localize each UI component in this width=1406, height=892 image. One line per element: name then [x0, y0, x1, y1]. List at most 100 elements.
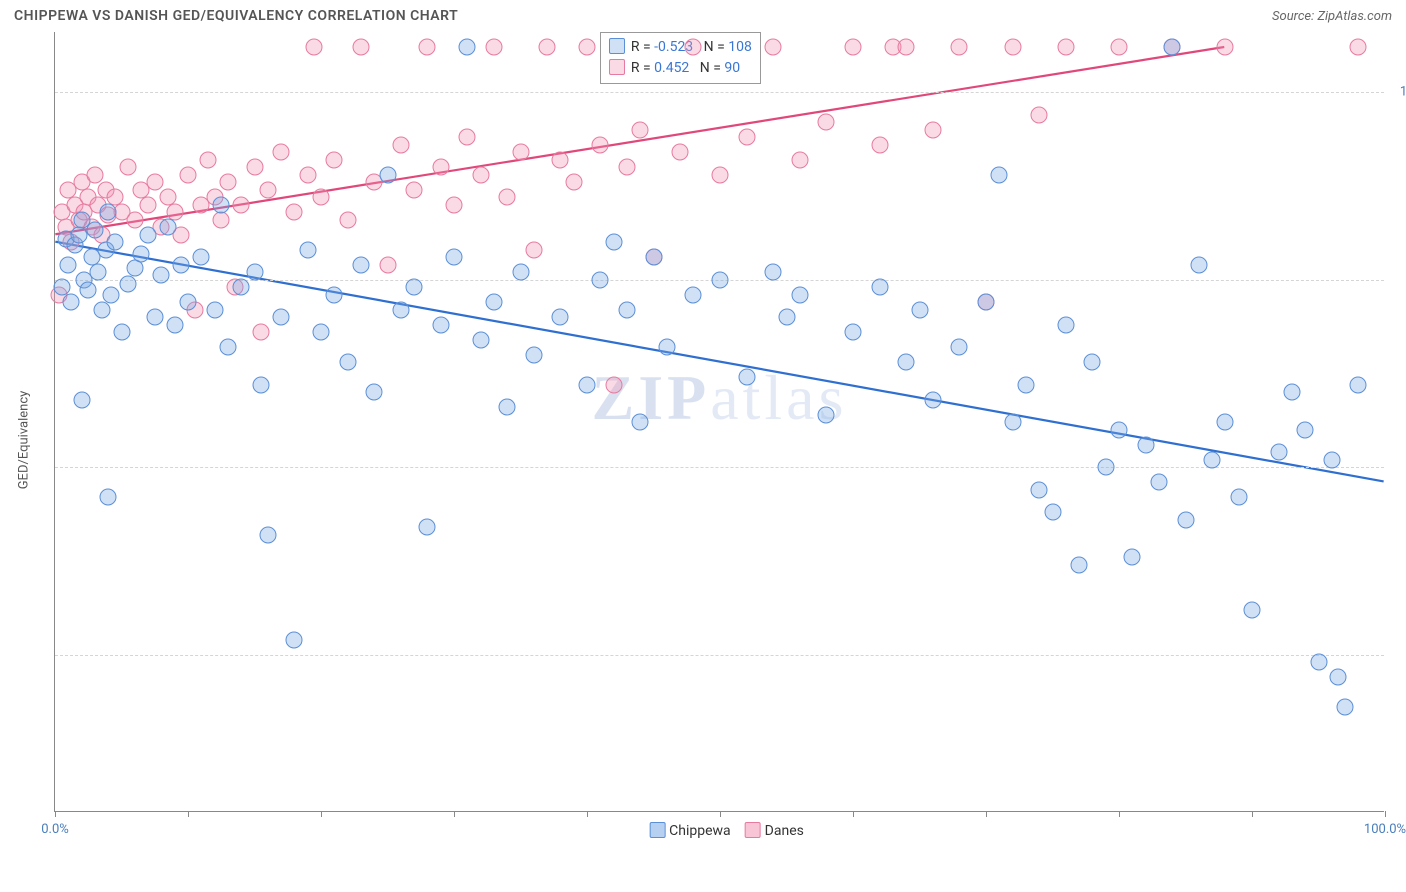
data-point: [299, 166, 316, 183]
data-point: [712, 166, 729, 183]
data-point: [406, 181, 423, 198]
data-point: [485, 39, 502, 56]
data-point: [406, 279, 423, 296]
data-point: [592, 271, 609, 288]
data-point: [712, 271, 729, 288]
data-point: [579, 376, 596, 393]
data-point: [512, 144, 529, 161]
data-point: [180, 294, 197, 311]
data-point: [219, 339, 236, 356]
gridline: [55, 655, 1384, 656]
legend: ChippewaDanes: [635, 822, 804, 839]
data-point: [1217, 414, 1234, 431]
data-point: [306, 39, 323, 56]
plot-area: ZIPatlas R = -0.523 N = 108R = 0.452 N =…: [54, 32, 1384, 812]
data-point: [1017, 376, 1034, 393]
data-point: [924, 121, 941, 138]
data-point: [153, 267, 170, 284]
data-point: [113, 324, 130, 341]
data-point: [845, 39, 862, 56]
stat-r-label: R =: [631, 60, 654, 76]
data-point: [845, 324, 862, 341]
data-point: [951, 339, 968, 356]
legend-label: Chippewa: [669, 823, 731, 839]
data-point: [286, 631, 303, 648]
data-point: [592, 136, 609, 153]
data-point: [133, 246, 150, 263]
data-point: [339, 211, 356, 228]
data-point: [120, 159, 137, 176]
data-point: [70, 226, 87, 243]
series-swatch: [609, 38, 625, 54]
data-point: [552, 309, 569, 326]
gridline: [55, 467, 1384, 468]
data-point: [1004, 414, 1021, 431]
data-point: [818, 406, 835, 423]
data-point: [991, 166, 1008, 183]
data-point: [512, 264, 529, 281]
data-point: [1031, 481, 1048, 498]
x-tick: [853, 811, 854, 817]
x-tick: [587, 811, 588, 817]
data-point: [1111, 39, 1128, 56]
data-point: [1337, 699, 1354, 716]
data-point: [106, 234, 123, 251]
data-point: [911, 301, 928, 318]
data-point: [552, 151, 569, 168]
data-point: [485, 294, 502, 311]
data-point: [160, 219, 177, 236]
data-point: [1057, 316, 1074, 333]
data-point: [140, 196, 157, 213]
data-point: [1230, 489, 1247, 506]
data-point: [1057, 39, 1074, 56]
data-point: [246, 159, 263, 176]
data-point: [1323, 451, 1340, 468]
data-point: [102, 286, 119, 303]
legend-swatch: [745, 822, 761, 838]
x-tick: [986, 811, 987, 817]
source-link[interactable]: ZipAtlas.com: [1317, 9, 1392, 24]
trend-lines: [55, 32, 1384, 811]
data-point: [1350, 39, 1367, 56]
data-point: [86, 166, 103, 183]
stats-box: R = -0.523 N = 108R = 0.452 N = 90: [600, 32, 761, 84]
data-point: [539, 39, 556, 56]
data-point: [352, 39, 369, 56]
data-point: [1310, 654, 1327, 671]
data-point: [1150, 474, 1167, 491]
data-point: [499, 189, 516, 206]
stats-row: R = -0.523 N = 108: [609, 37, 752, 58]
data-point: [1044, 504, 1061, 521]
data-point: [273, 309, 290, 326]
data-point: [233, 196, 250, 213]
data-point: [791, 151, 808, 168]
data-point: [618, 301, 635, 318]
data-point: [605, 234, 622, 251]
data-point: [871, 136, 888, 153]
stat-n-value: 90: [724, 60, 740, 76]
data-point: [246, 264, 263, 281]
chart-title: CHIPPEWA VS DANISH GED/EQUIVALENCY CORRE…: [14, 8, 458, 24]
data-point: [565, 174, 582, 191]
data-point: [1004, 39, 1021, 56]
data-point: [472, 331, 489, 348]
data-point: [93, 301, 110, 318]
data-point: [193, 249, 210, 266]
data-point: [1190, 256, 1207, 273]
data-point: [924, 391, 941, 408]
data-point: [432, 159, 449, 176]
chart-container: GED/Equivalency ZIPatlas R = -0.523 N = …: [14, 30, 1394, 850]
y-tick-label: 100.0%: [1400, 85, 1406, 100]
data-point: [313, 324, 330, 341]
data-point: [1297, 421, 1314, 438]
data-point: [632, 121, 649, 138]
data-point: [645, 249, 662, 266]
x-tick: [188, 811, 189, 817]
data-point: [199, 151, 216, 168]
stat-r-label: R =: [631, 39, 654, 55]
data-point: [1137, 436, 1154, 453]
x-tick: [454, 811, 455, 817]
data-point: [253, 376, 270, 393]
data-point: [326, 286, 343, 303]
stat-n-value: 108: [728, 39, 752, 55]
